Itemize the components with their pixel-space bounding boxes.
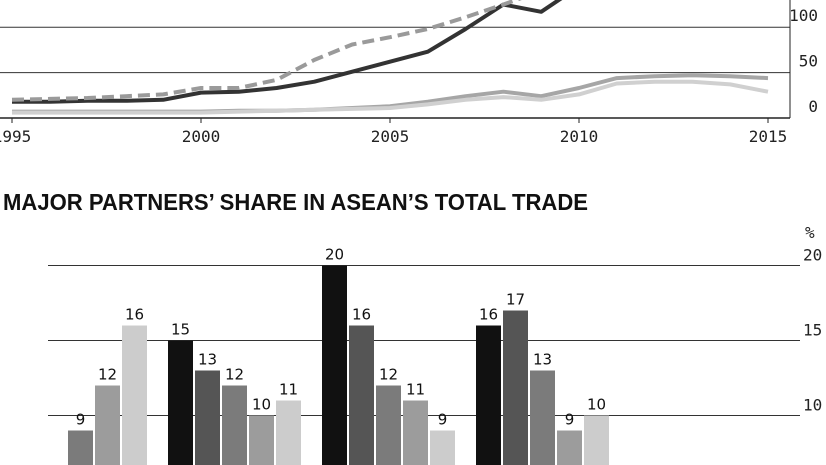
- bar: [403, 400, 428, 465]
- value-label: 12: [225, 366, 244, 384]
- value-label: 16: [125, 306, 144, 324]
- bar: [349, 325, 374, 465]
- value-label: 15: [171, 321, 190, 339]
- lines: [11, 0, 769, 115]
- bar: [222, 385, 247, 465]
- bar: [122, 325, 147, 465]
- value-label: 12: [98, 366, 117, 384]
- value-label: 13: [198, 351, 217, 369]
- bar: [195, 370, 220, 465]
- bar: [530, 370, 555, 465]
- y-unit: %: [805, 223, 815, 242]
- value-label: 11: [279, 381, 298, 399]
- chart-title: MAJOR PARTNERS’ SHARE IN ASEAN’S TOTAL T…: [3, 189, 588, 215]
- value-label: 9: [76, 411, 86, 429]
- y-tick-label: 0: [808, 97, 818, 116]
- value-label: 11: [406, 381, 425, 399]
- bar: [503, 310, 528, 465]
- value-label: 13: [533, 351, 552, 369]
- bar: [476, 325, 501, 465]
- bar: [249, 415, 274, 465]
- series-line: [12, 79, 769, 115]
- x-tick-label: 2015: [749, 127, 788, 146]
- bar: [376, 385, 401, 465]
- series-line: [12, 0, 563, 104]
- y-tick-label: 50: [799, 52, 818, 71]
- value-label: 16: [352, 306, 371, 324]
- x-tick-label: 2010: [560, 127, 599, 146]
- bar: [168, 340, 193, 465]
- value-label: 16: [479, 306, 498, 324]
- value-label: 20: [325, 246, 344, 264]
- bar: [276, 400, 301, 465]
- y-tick-label: 10: [803, 396, 822, 415]
- bar: [557, 430, 582, 465]
- bar-panel: MAJOR PARTNERS’ SHARE IN ASEAN’S TOTAL T…: [3, 189, 822, 465]
- x-tick-label: 2000: [182, 127, 221, 146]
- y-tick-label: 20: [803, 246, 822, 265]
- value-label: 12: [379, 366, 398, 384]
- bar: [68, 430, 93, 465]
- bar: [430, 430, 455, 465]
- x-tick-label: 1995: [0, 127, 31, 146]
- x-tick-label: 2005: [371, 127, 410, 146]
- value-label: 17: [506, 291, 525, 309]
- line-panel: 0 50 100 1995 2000 2005 2010 2015: [0, 0, 818, 146]
- value-label: 10: [252, 396, 271, 414]
- bar: [584, 415, 609, 465]
- bar: [322, 265, 347, 465]
- value-label: 9: [438, 411, 448, 429]
- bar: [95, 385, 120, 465]
- series-line: [11, 0, 522, 102]
- value-label: 9: [565, 411, 575, 429]
- y-tick-label: 100: [789, 6, 818, 25]
- y-tick-label: 15: [803, 321, 822, 340]
- value-label: 10: [587, 396, 606, 414]
